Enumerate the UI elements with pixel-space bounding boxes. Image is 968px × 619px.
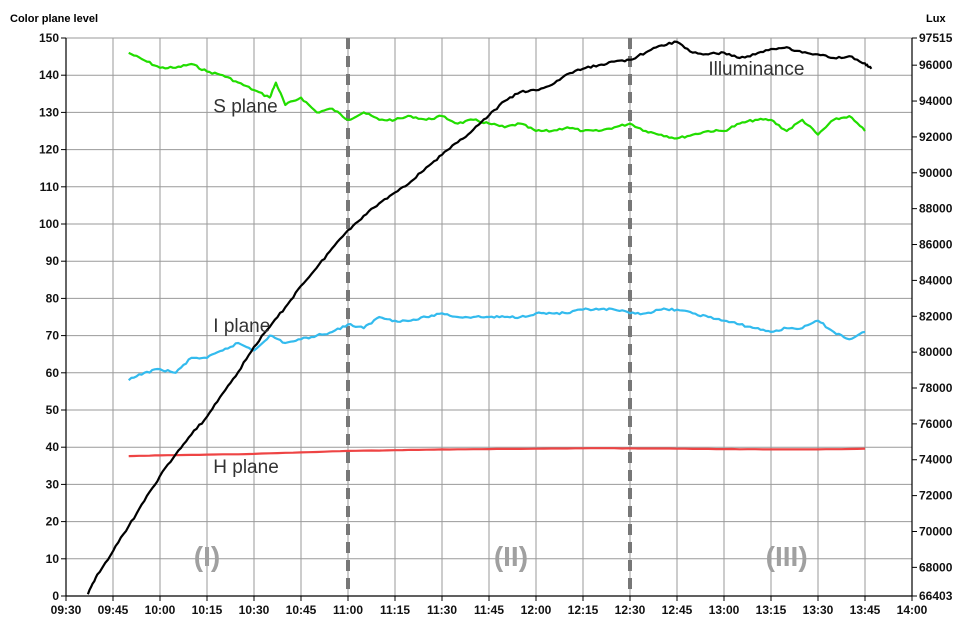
x-tick-label: 13:30 (803, 603, 834, 617)
series-line-h-plane (128, 447, 866, 458)
x-tick-label: 12:15 (568, 603, 599, 617)
y-right-tick-label: 84000 (919, 273, 953, 287)
series-label: H plane (213, 457, 279, 478)
y-right-tick-label: 78000 (919, 381, 953, 395)
x-tick-label: 11:30 (427, 603, 457, 617)
x-tick-label: 13:00 (709, 603, 740, 617)
x-tick-label: 09:30 (51, 603, 82, 617)
series-label: I plane (213, 316, 270, 337)
y-right-tick-label: 88000 (919, 202, 953, 216)
y-right-tick-label: 76000 (919, 417, 953, 431)
y-left-tick-label: 110 (40, 180, 60, 194)
y-right-tick-label: 80000 (919, 345, 953, 359)
y-right-tick-label: 70000 (919, 524, 953, 538)
phase-label: (II) (494, 541, 528, 572)
y-left-tick-label: 0 (52, 589, 59, 603)
y-left-tick-label: 150 (39, 31, 59, 45)
x-tick-label: 14:00 (897, 603, 928, 617)
x-tick-label: 12:30 (615, 603, 646, 617)
x-tick-label: 10:30 (239, 603, 270, 617)
x-tick-label: 11:45 (474, 603, 504, 617)
y-right-tick-label: 82000 (919, 309, 953, 323)
y-left-tick-label: 90 (46, 254, 60, 268)
y-right-tick-label: 74000 (919, 453, 953, 467)
series-line-illuminance (86, 40, 873, 595)
phase-dividers (346, 38, 632, 596)
y-right-tick-label: 96000 (919, 58, 953, 72)
x-tick-label: 13:15 (756, 603, 787, 617)
y-right-axis-title: Lux (926, 13, 946, 25)
phase-label: (I) (194, 541, 220, 572)
y-left-tick-label: 40 (46, 440, 60, 454)
y-left-tick-label: 130 (39, 105, 59, 119)
y-left-tick-label: 30 (46, 477, 60, 491)
y-right-tick-label: 92000 (919, 130, 953, 144)
chart-labels: Color plane level Lux S plane I plane H pl… (10, 13, 946, 572)
series-label: S plane (213, 96, 277, 117)
y-left-tick-label: 60 (46, 366, 60, 380)
x-tick-label: 13:45 (850, 603, 881, 617)
x-tick-label: 11:15 (380, 603, 410, 617)
y-right-tick-label: 94000 (919, 94, 953, 108)
y-left-tick-label: 100 (39, 217, 59, 231)
series-lines (86, 40, 873, 595)
y-right-tick-label: 68000 (919, 560, 953, 574)
y-left-tick-label: 20 (46, 515, 60, 529)
y-left-tick-label: 10 (46, 552, 60, 566)
y-left-tick-label: 80 (46, 291, 60, 305)
x-tick-label: 12:45 (662, 603, 693, 617)
series-line-s-plane (128, 51, 866, 140)
y-left-tick-label: 70 (46, 329, 60, 343)
x-tick-label: 10:45 (286, 603, 317, 617)
y-left-tick-label: 50 (46, 403, 60, 417)
x-tick-label: 09:45 (98, 603, 129, 617)
y-left-axis-title: Color plane level (10, 13, 98, 25)
y-left-tick-label: 120 (39, 143, 59, 157)
y-right-tick-label: 72000 (919, 489, 953, 503)
y-right-tick-label: 97515 (919, 31, 953, 45)
x-tick-label: 10:15 (192, 603, 223, 617)
x-tick-label: 10:00 (145, 603, 176, 617)
y-right-tick-label: 86000 (919, 238, 953, 252)
axes: 09:30 09:45 10:00 10:15 10:30 10:45 11:00 11:15… (39, 31, 953, 617)
phase-label: (III) (766, 541, 808, 572)
series-label: Illuminance (708, 59, 804, 80)
y-left-tick-label: 140 (39, 68, 59, 82)
x-tick-label: 12:00 (521, 603, 552, 617)
y-right-tick-label: 66403 (919, 589, 953, 603)
x-tick-label: 11:00 (333, 603, 363, 617)
y-right-tick-label: 90000 (919, 166, 953, 180)
